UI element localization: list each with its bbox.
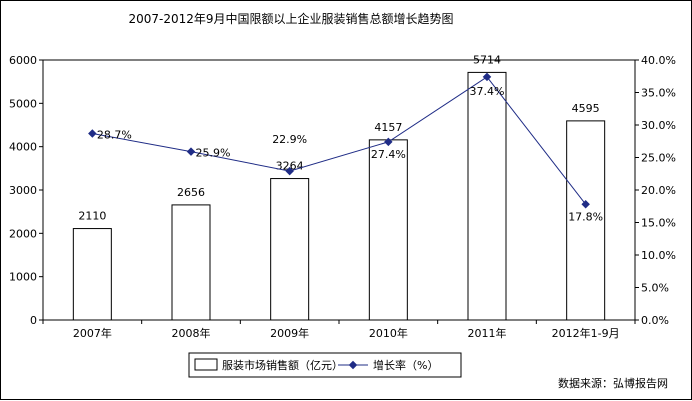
x-tick-label: 2012年1-9月 — [552, 326, 620, 340]
line-value-label: 22.9% — [272, 133, 307, 146]
line-value-label: 37.4% — [470, 85, 505, 98]
bar — [171, 204, 211, 321]
y-tick-label: 3000 — [9, 184, 37, 197]
source-note: 数据来源：弘博报告网 — [558, 376, 668, 390]
x-tick-label: 2010年 — [369, 326, 408, 340]
y-tick-label: 6000 — [9, 54, 37, 67]
bar-value-label: 5714 — [473, 53, 501, 66]
line-marker — [88, 129, 97, 138]
y2-tick-label: 20.0% — [641, 184, 676, 197]
line-marker — [285, 166, 294, 176]
y-tick-label: 0 — [30, 314, 37, 327]
bar-value-label: 2110 — [78, 210, 106, 223]
line-value-label: 25.9% — [196, 147, 231, 160]
y2-tick-label: 15.0% — [641, 217, 676, 230]
y2-tick-label: 30.0% — [641, 119, 676, 132]
line-value-label: 27.4% — [371, 148, 406, 161]
y2-tick-label: 25.0% — [641, 152, 676, 165]
plot-border — [42, 59, 636, 321]
y-tick-label: 2000 — [9, 227, 37, 240]
legend: 服装市场销售额（亿元） 增长率（%） — [188, 352, 462, 378]
legend-bar-label: 服装市场销售额（亿元） — [222, 358, 343, 372]
x-tick-label: 2009年 — [270, 326, 309, 340]
legend-bar-swatch — [194, 358, 218, 371]
bar — [72, 228, 112, 321]
bar — [368, 139, 408, 321]
line-marker — [482, 72, 492, 82]
line-value-label: 28.7% — [97, 128, 132, 141]
y2-tick-label: 5.0% — [641, 282, 669, 295]
bar-value-label: 4157 — [374, 121, 402, 134]
y2-tick-label: 0.0% — [641, 314, 669, 327]
y2-tick-label: 40.0% — [641, 54, 676, 67]
bar-value-label: 2656 — [177, 186, 205, 199]
bar — [467, 71, 507, 321]
chart-title: 2007-2012年9月中国限额以上企业服装销售总额增长趋势图 — [128, 11, 453, 26]
legend-box — [188, 352, 462, 378]
y2-tick-label: 35.0% — [641, 87, 676, 100]
line-marker — [186, 147, 196, 156]
plot-area: 0 1000 2000 3000 4000 5000 6000 0.0% 5.0% 10.0% 15… — [9, 53, 676, 340]
legend-line-label: 增长率（%） — [373, 358, 438, 372]
legend-line-marker — [348, 360, 358, 370]
y-tick-label: 4000 — [9, 141, 37, 154]
x-tick-label: 2007年 — [73, 326, 112, 340]
x-tick-label: 2008年 — [172, 326, 211, 340]
bar — [566, 120, 606, 321]
y-tick-label: 5000 — [9, 97, 37, 110]
line-marker — [384, 137, 393, 147]
line-value-label: 17.8% — [568, 210, 603, 223]
bar-value-label: 4595 — [572, 102, 600, 115]
y2-tick-label: 10.0% — [641, 249, 676, 262]
bar — [270, 178, 310, 321]
x-tick-label: 2011年 — [468, 326, 507, 340]
growth-rate-line — [92, 76, 587, 205]
y-tick-label: 1000 — [9, 271, 37, 284]
